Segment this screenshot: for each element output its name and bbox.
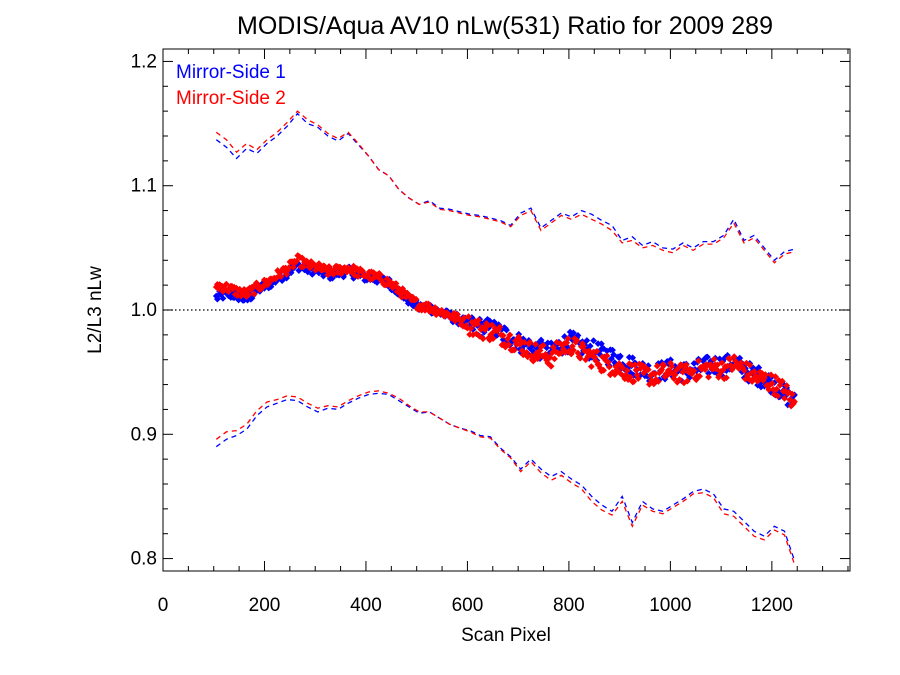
x-axis-title: Scan Pixel xyxy=(461,625,551,646)
mirror-side-1-lower-envelope xyxy=(215,392,796,562)
mirror-side-2-point xyxy=(768,379,776,387)
mirror-side-2-point xyxy=(696,372,704,380)
mirror-side-2-point xyxy=(710,355,718,363)
mirror-side-2-point xyxy=(668,362,676,370)
mirror-side-2-point xyxy=(376,271,384,279)
mirror-side-2-point xyxy=(551,355,558,363)
mirror-side-2-point xyxy=(499,332,507,339)
y-tick-label: 0.8 xyxy=(131,549,157,570)
x-tick-label: 1000 xyxy=(649,595,691,616)
mirror-side-2-point xyxy=(604,358,612,366)
mirror-side-2-point xyxy=(774,392,782,400)
chart-title: MODIS/Aqua AV10 nLw(531) Ratio for 2009 … xyxy=(237,12,773,40)
mirror-side-2-point xyxy=(705,373,712,381)
mirror-side-2-point xyxy=(587,363,595,370)
mirror-side-2-point xyxy=(505,341,513,349)
mirror-side-2-point xyxy=(762,371,769,379)
mirror-side-2-point xyxy=(479,335,487,343)
mirror-side-2-point xyxy=(576,354,584,362)
mirror-side-2-point xyxy=(573,336,581,344)
y-tick-label: 1.2 xyxy=(131,51,157,72)
mirror-side-2-point xyxy=(412,295,420,303)
mirror-side-2-point xyxy=(791,398,798,405)
mirror-side-1-point xyxy=(705,369,712,377)
mirror-side-2-point xyxy=(489,335,497,342)
legend-entry-mirror-side-2: Mirror-Side 2 xyxy=(176,88,286,109)
mirror-side-2-point xyxy=(354,273,362,280)
mirror-side-2-lower-envelope xyxy=(215,390,796,566)
x-tick-label: 600 xyxy=(452,595,484,616)
mirror-side-2-point xyxy=(467,325,475,333)
mirror-side-2-point xyxy=(644,366,652,374)
mirror-side-2-upper-envelope xyxy=(215,110,795,264)
x-tick-label: 800 xyxy=(553,595,585,616)
mirror-side-2-point xyxy=(542,350,549,358)
y-tick-label: 0.9 xyxy=(131,424,157,445)
mirror-side-2-point xyxy=(484,322,491,330)
y-tick-label: 1.1 xyxy=(131,176,157,197)
x-tick-label: 200 xyxy=(249,595,281,616)
mirror-side-2-point xyxy=(682,361,690,369)
legend: Mirror-Side 1 Mirror-Side 2 xyxy=(176,62,286,109)
mirror-side-2-point xyxy=(539,341,547,349)
x-tick-label: 400 xyxy=(350,595,382,616)
mirror-side-2-point xyxy=(547,362,555,370)
mirror-side-2-point xyxy=(631,361,639,369)
mirror-side-2-point xyxy=(398,293,405,301)
y-axis-title: L2/L3 nLw xyxy=(85,266,106,354)
mirror-side-2-point xyxy=(293,257,301,265)
mirror-side-1-point xyxy=(503,326,510,334)
mirror-side-2-point xyxy=(245,291,253,299)
axes: 0 200 400 600 800 1000 1200 0.8 0.9 1.0 1.1 1.2 xyxy=(131,49,850,616)
mirror-side-2-point xyxy=(690,367,698,375)
mirror-side-2-point xyxy=(750,368,758,375)
mirror-side-2-point xyxy=(392,280,400,287)
mirror-side-2-point xyxy=(619,364,626,372)
legend-entry-mirror-side-1: Mirror-Side 1 xyxy=(176,62,286,83)
mirror-side-1-point xyxy=(616,352,624,360)
mirror-side-2-point xyxy=(593,347,601,355)
x-tick-label: 0 xyxy=(158,595,169,616)
mirror-side-2-point xyxy=(765,386,773,393)
mirror-side-2-point xyxy=(285,264,293,272)
mirror-side-2-point xyxy=(723,374,730,382)
mirror-side-2-point xyxy=(453,311,461,318)
mirror-side-2-point xyxy=(431,304,439,311)
mirror-side-1-upper-envelope xyxy=(215,112,795,262)
mirror-side-2-point xyxy=(299,263,307,271)
mirror-side-2-point xyxy=(653,362,661,370)
x-tick-label: 1200 xyxy=(751,595,793,616)
mirror-side-2-point xyxy=(289,263,297,271)
y-tick-label: 1.0 xyxy=(131,300,157,321)
